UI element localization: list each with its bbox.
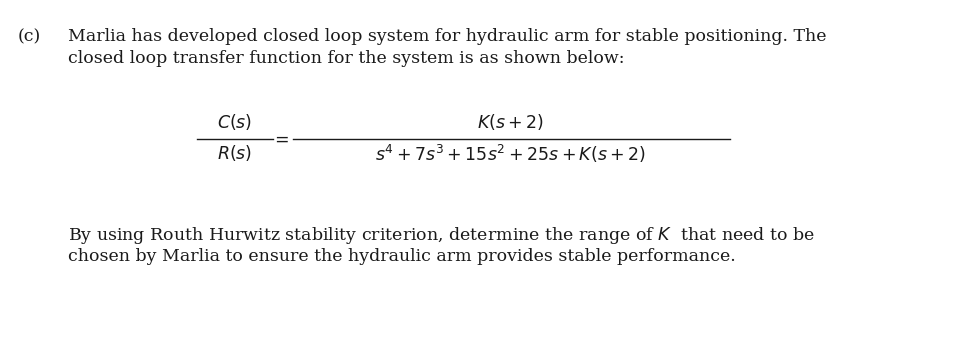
Text: $R(s)$: $R(s)$ [217,143,252,163]
Text: Marlia has developed closed loop system for hydraulic arm for stable positioning: Marlia has developed closed loop system … [68,28,827,45]
Text: $K(s+2)$: $K(s+2)$ [476,112,543,132]
Text: By using Routh Hurwitz stability criterion, determine the range of $\mathit{K}$ : By using Routh Hurwitz stability criteri… [68,225,815,246]
Text: (c): (c) [18,28,41,45]
Text: $C(s)$: $C(s)$ [217,112,252,132]
Text: $s^4+7s^3+15s^2+25s+K(s+2)$: $s^4+7s^3+15s^2+25s+K(s+2)$ [374,143,645,165]
Text: chosen by Marlia to ensure the hydraulic arm provides stable performance.: chosen by Marlia to ensure the hydraulic… [68,248,735,265]
Text: $=$: $=$ [271,130,289,148]
Text: closed loop transfer function for the system is as shown below:: closed loop transfer function for the sy… [68,50,625,67]
